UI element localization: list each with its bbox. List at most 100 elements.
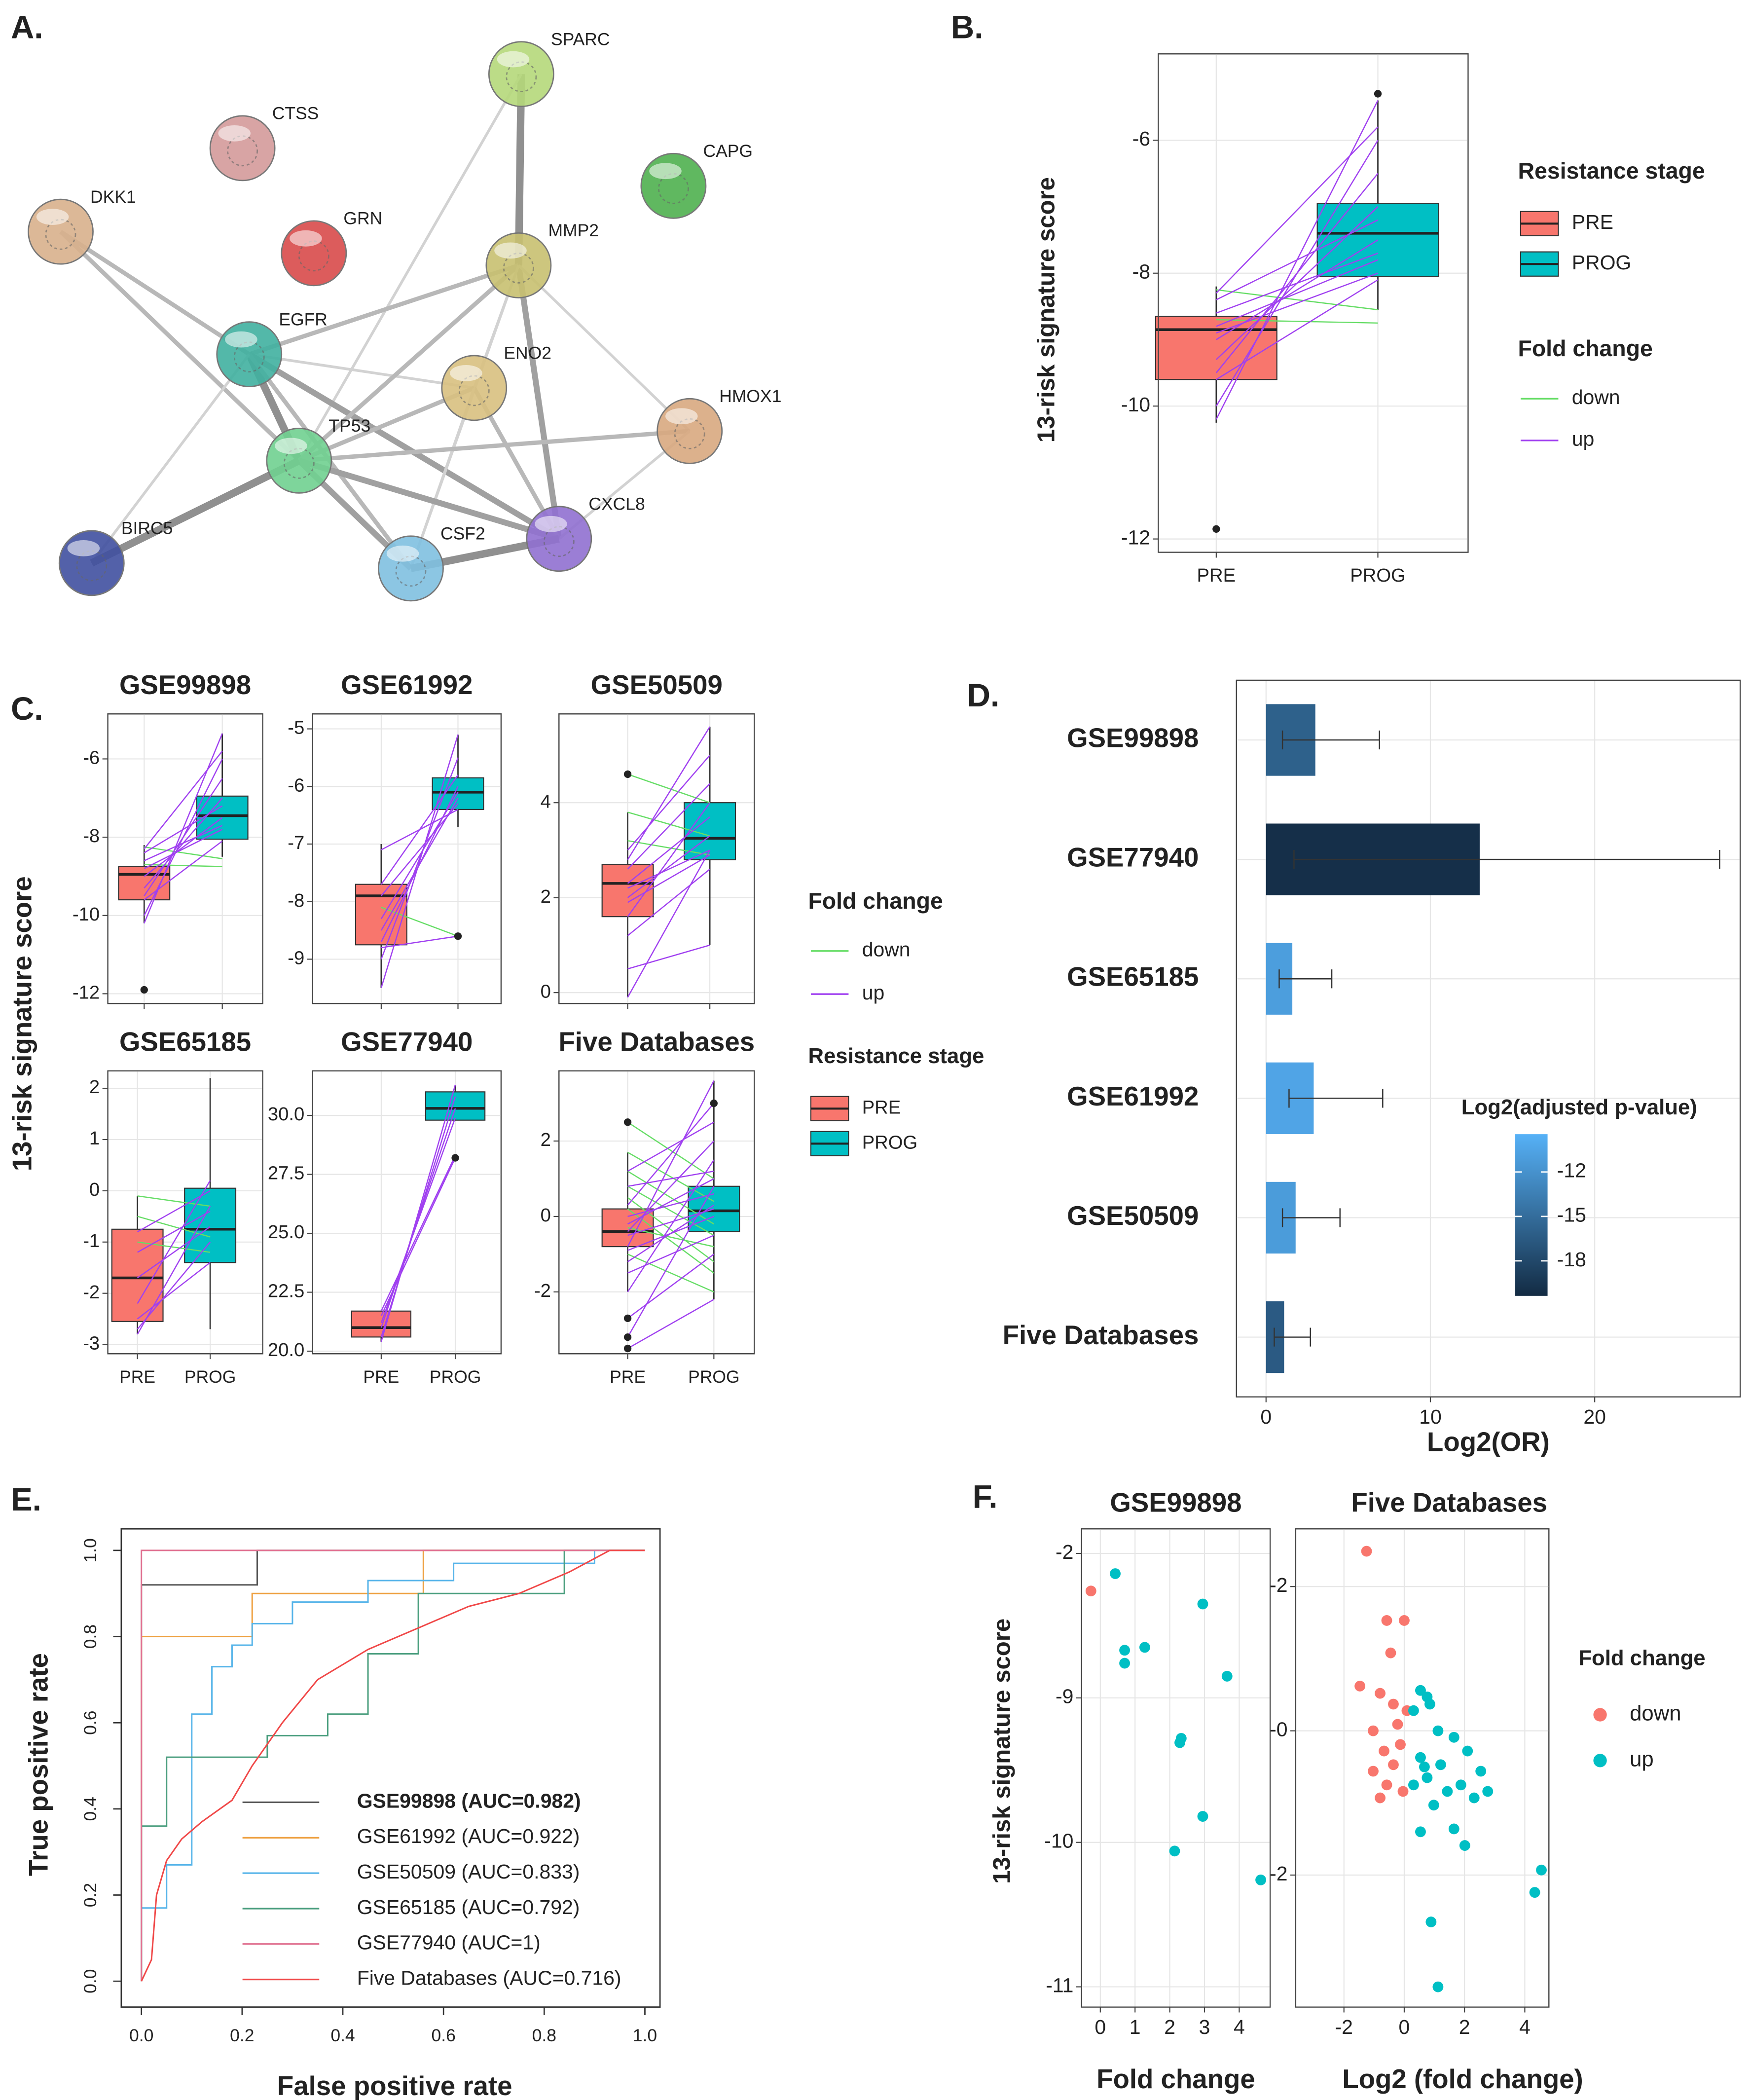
box xyxy=(118,866,171,901)
pair-line xyxy=(1216,289,1378,311)
panel-title: GSE50509 xyxy=(591,670,723,700)
y-tick-label: -2 xyxy=(1270,1862,1287,1885)
legend-label: down xyxy=(1572,386,1620,408)
outlier xyxy=(623,1333,632,1341)
pair-line xyxy=(627,1185,714,1236)
pair-line xyxy=(627,1080,715,1247)
pair-line xyxy=(137,1206,211,1335)
pair-line xyxy=(627,1216,714,1251)
y-tick-label: 0.2 xyxy=(80,1883,100,1907)
node-label: MMP2 xyxy=(548,221,599,240)
node xyxy=(640,152,707,219)
pair-line xyxy=(144,805,223,853)
point xyxy=(1354,1681,1366,1692)
outlier xyxy=(1374,90,1382,98)
node-core xyxy=(658,173,689,204)
panel-label: F. xyxy=(973,1478,998,1514)
legend-label: PRE xyxy=(1572,211,1613,233)
y-tick-label: 30.0 xyxy=(268,1104,304,1125)
pair-line xyxy=(144,825,223,861)
plot-border xyxy=(1081,1528,1271,2008)
y-tick-label: Five Databases xyxy=(1003,1320,1199,1350)
y-tick-label: 0.8 xyxy=(80,1624,100,1649)
node-highlight xyxy=(36,209,69,225)
legend-label: PRE xyxy=(862,1097,901,1118)
pair-line xyxy=(381,907,458,937)
point xyxy=(1448,1732,1459,1743)
point xyxy=(1397,1786,1409,1797)
node-label: HMOX1 xyxy=(719,386,781,406)
point xyxy=(1399,1615,1410,1626)
pair-line xyxy=(627,849,710,889)
point xyxy=(1221,1671,1233,1682)
node-highlight xyxy=(535,516,567,532)
pair-line xyxy=(627,1159,715,1292)
pair-line xyxy=(627,1170,714,1187)
outlier xyxy=(710,1099,718,1107)
edge xyxy=(517,264,691,432)
pair-line xyxy=(627,811,710,837)
pair-line xyxy=(1216,279,1379,380)
x-tick-label: 0.8 xyxy=(532,2026,556,2045)
node-highlight xyxy=(665,408,698,425)
pair-line xyxy=(627,1151,714,1202)
pair-line xyxy=(144,829,223,869)
pair-line xyxy=(627,783,711,870)
node-label: EGFR xyxy=(279,309,328,329)
node-highlight xyxy=(290,230,322,247)
plot-border xyxy=(312,713,502,1004)
colorbar-label: -18 xyxy=(1557,1248,1586,1271)
node-highlight xyxy=(494,242,527,259)
panel-label: C. xyxy=(11,691,43,727)
pair-line xyxy=(144,841,223,901)
y-tick-label: -10 xyxy=(1044,1830,1073,1852)
edge xyxy=(249,353,474,390)
point xyxy=(1139,1642,1150,1653)
point xyxy=(1255,1874,1266,1885)
point xyxy=(1442,1786,1453,1797)
pair-line xyxy=(380,1155,456,1312)
y-tick-label: 0 xyxy=(541,1205,551,1226)
point xyxy=(1448,1823,1459,1835)
node xyxy=(281,220,347,287)
node-label: SPARC xyxy=(551,29,610,49)
outlier xyxy=(623,1314,632,1323)
outlier xyxy=(623,1344,632,1353)
point xyxy=(1197,1598,1208,1610)
point xyxy=(1408,1779,1419,1791)
x-tick-label: 2 xyxy=(1164,2016,1175,2038)
error-bar xyxy=(1288,1089,1384,1108)
node xyxy=(28,198,94,265)
plot-frame xyxy=(1236,679,1741,1398)
y-tick-label: 20.0 xyxy=(268,1339,304,1361)
y-tick-label: 27.5 xyxy=(268,1163,304,1184)
legend-label: PROG xyxy=(1572,251,1632,274)
node-label: BIRC5 xyxy=(121,518,173,538)
legend-label: Five Databases (AUC=0.716) xyxy=(357,1966,621,1989)
y-tick-label: -8 xyxy=(288,890,304,911)
point xyxy=(1381,1779,1392,1791)
pair-line xyxy=(627,1253,715,1319)
x-tick-label: PROG xyxy=(1350,565,1406,586)
edge xyxy=(59,230,301,463)
y-tick-label: GSE50509 xyxy=(1067,1201,1199,1231)
node xyxy=(378,535,444,602)
x-axis-label: False positive rate xyxy=(277,2071,512,2100)
y-tick-label: -10 xyxy=(73,904,100,925)
pair-line xyxy=(627,854,710,903)
node-label: DKK1 xyxy=(90,187,136,207)
roc-line xyxy=(141,1549,645,1982)
pair-line xyxy=(627,1253,714,1292)
legend-key xyxy=(1593,1708,1607,1722)
pair-line xyxy=(137,1211,211,1253)
box xyxy=(601,864,654,918)
x-tick-label: 4 xyxy=(1519,2016,1531,2038)
pair-line xyxy=(1216,259,1378,327)
point xyxy=(1462,1745,1473,1757)
x-axis-label: Fold change xyxy=(1096,2064,1255,2094)
node-core xyxy=(76,550,108,582)
pair-line xyxy=(627,944,710,970)
point xyxy=(1375,1688,1386,1699)
node-core xyxy=(458,375,490,406)
